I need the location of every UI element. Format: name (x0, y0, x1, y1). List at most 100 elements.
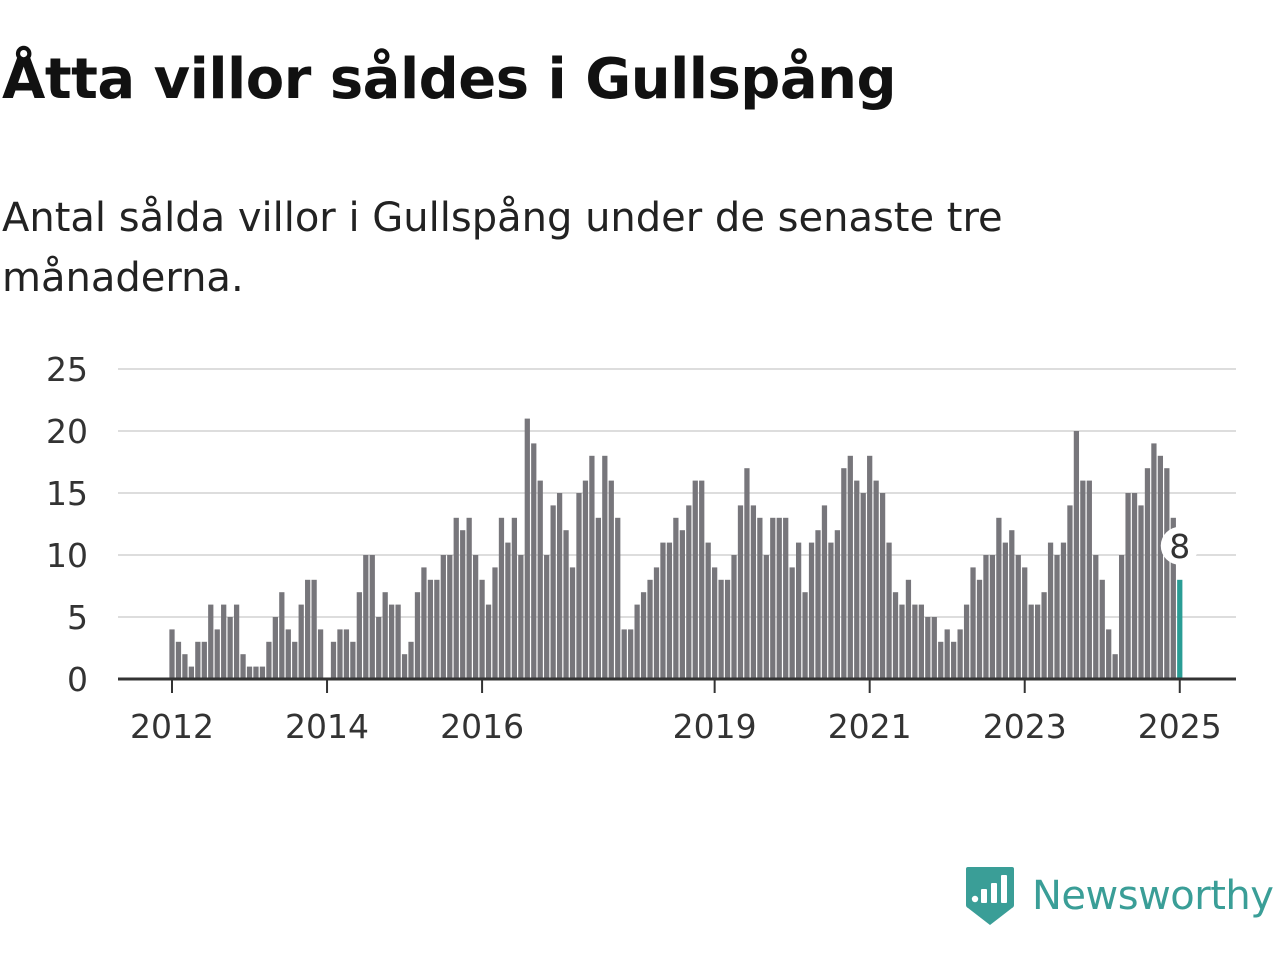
bar (1067, 505, 1073, 679)
bar (815, 530, 821, 679)
bar (453, 517, 459, 679)
bar (951, 641, 957, 679)
bar (363, 555, 369, 679)
bar (957, 629, 963, 679)
bar (737, 505, 744, 679)
bar-highlight (1177, 579, 1183, 679)
bar (531, 443, 537, 679)
bar (1002, 542, 1008, 679)
bar (776, 517, 782, 679)
bar (389, 604, 395, 679)
bar (337, 629, 343, 679)
bar (240, 654, 246, 679)
bar (1015, 555, 1021, 679)
bar (944, 629, 950, 679)
bar (1138, 505, 1144, 679)
bar (395, 604, 401, 679)
bar (640, 592, 647, 679)
chart-title: Åtta villor såldes i Gullspång (2, 47, 897, 112)
brand-name: Newsworthy (1032, 873, 1274, 919)
bar (970, 567, 976, 679)
bar (731, 555, 737, 679)
bar (1028, 604, 1034, 679)
bar (498, 517, 505, 679)
bar (1131, 493, 1138, 679)
bar (259, 666, 266, 679)
bar (589, 455, 595, 679)
bar (343, 629, 350, 679)
bar (447, 555, 453, 679)
y-tick-label: 10 (46, 536, 88, 575)
bar (221, 604, 227, 679)
bar (1047, 542, 1054, 679)
bar (892, 592, 899, 679)
bar (214, 629, 220, 679)
bar (279, 592, 285, 679)
x-tick-label: 2021 (828, 707, 912, 746)
bar (699, 480, 705, 679)
bar (330, 641, 337, 679)
x-tick-label: 2023 (983, 707, 1067, 746)
bar (169, 629, 175, 679)
bar (841, 468, 847, 679)
bar (479, 579, 485, 679)
bar (860, 493, 866, 679)
bar (227, 617, 233, 679)
bar (666, 542, 673, 679)
bar (582, 480, 589, 679)
bar (1151, 443, 1157, 679)
bar (692, 480, 698, 679)
bar (963, 604, 970, 679)
bar (744, 468, 750, 679)
bar (1086, 480, 1092, 679)
bar (524, 418, 530, 679)
bar (292, 641, 298, 679)
bar (770, 517, 776, 679)
bar (679, 530, 685, 679)
bar (976, 579, 983, 679)
bar (1170, 517, 1176, 679)
bar (621, 629, 627, 679)
bar (989, 555, 996, 679)
bar (266, 641, 272, 679)
y-tick-label: 25 (46, 350, 88, 389)
bar (899, 604, 905, 679)
bar (1035, 604, 1041, 679)
x-axis: 2012 2014 2016 2019 2021 2023 2025 (118, 677, 1236, 746)
bar (550, 505, 556, 679)
bar (369, 555, 375, 679)
x-tick-label: 2014 (285, 707, 369, 746)
bar (408, 641, 414, 679)
bar (1009, 530, 1015, 679)
bar (724, 579, 731, 679)
bar (208, 604, 214, 679)
bar (1125, 493, 1131, 679)
bar (1112, 654, 1118, 679)
y-tick-label: 15 (46, 474, 88, 513)
bar (466, 517, 472, 679)
bar (285, 629, 291, 679)
bar (718, 579, 724, 679)
annotation: 8 (1160, 526, 1199, 566)
bar (1099, 579, 1105, 679)
bar (783, 517, 789, 679)
x-tick-label: 2016 (440, 707, 524, 746)
bar (182, 654, 188, 679)
bar (802, 592, 808, 679)
bar (1093, 555, 1099, 679)
bar (563, 530, 569, 679)
bar (996, 517, 1002, 679)
bar (427, 579, 434, 679)
bar (1060, 542, 1067, 679)
bar (195, 641, 201, 679)
y-tick-label: 0 (67, 660, 88, 699)
y-tick-label: 5 (67, 598, 88, 637)
bar (440, 555, 446, 679)
bar (1157, 455, 1164, 679)
bar (460, 530, 466, 679)
bar (602, 455, 608, 679)
bar (356, 592, 362, 679)
bar (1106, 629, 1112, 679)
bar (905, 579, 912, 679)
